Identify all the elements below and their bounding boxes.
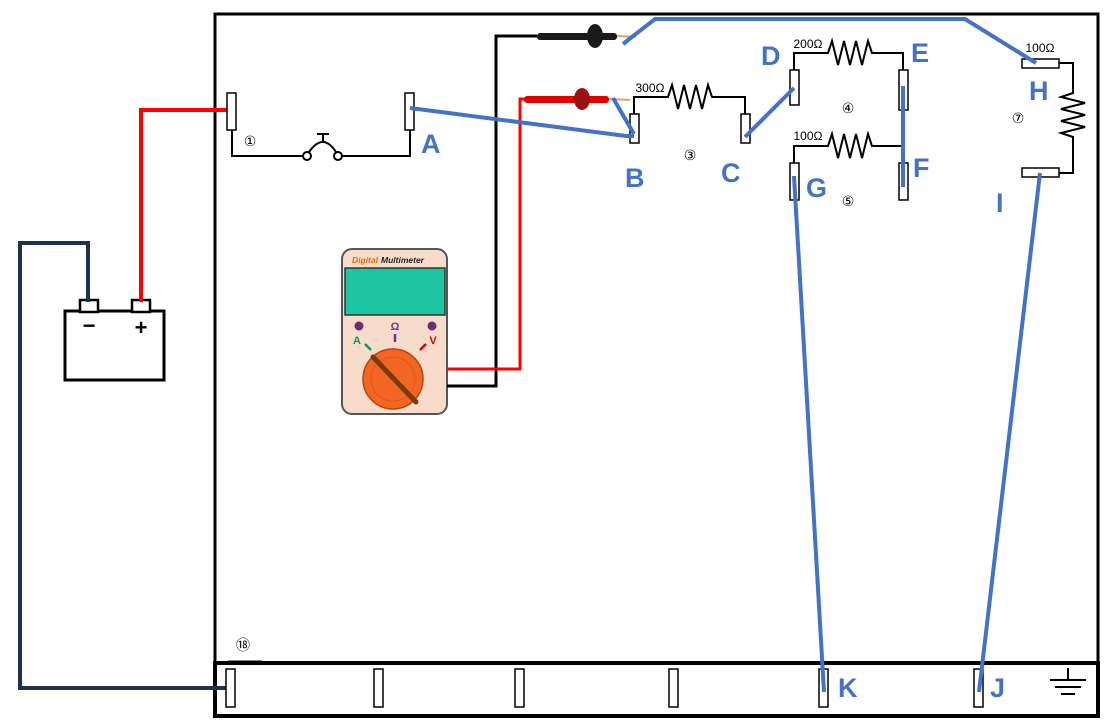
bus-terminal-3[interactable] bbox=[514, 668, 525, 708]
label-i: I bbox=[996, 188, 1004, 218]
wire-i-j[interactable] bbox=[977, 172, 1042, 693]
multimeter-mode-a: A bbox=[353, 335, 361, 347]
multimeter-jack-a[interactable] bbox=[354, 321, 364, 331]
wire-g-k[interactable] bbox=[792, 175, 826, 693]
resistor-100-right-value: 100Ω bbox=[1026, 41, 1055, 55]
resistor-200: 200Ω ④ bbox=[789, 37, 909, 117]
wire-a-b[interactable] bbox=[409, 106, 634, 138]
battery-plus-sign: + bbox=[135, 315, 148, 340]
component-number-18: ⑱ bbox=[236, 638, 250, 654]
terminal-c[interactable] bbox=[740, 113, 751, 144]
resistor-300-value: 300Ω bbox=[636, 81, 665, 95]
label-c: C bbox=[721, 158, 741, 188]
resistor-100-lower-symbol bbox=[793, 130, 904, 163]
label-e: E bbox=[911, 38, 929, 68]
wire-probe-h[interactable] bbox=[621, 17, 1038, 65]
resistor-300-symbol bbox=[633, 81, 746, 114]
black-probe[interactable] bbox=[537, 24, 637, 48]
bus-terminal-1[interactable] bbox=[225, 668, 236, 708]
bus-bar bbox=[213, 661, 1100, 718]
wire-c-d[interactable] bbox=[743, 86, 796, 139]
battery-positive-wire[interactable] bbox=[139, 108, 231, 302]
component-number-5: ⑤ bbox=[842, 194, 855, 210]
label-b: B bbox=[625, 163, 645, 193]
label-g: G bbox=[806, 173, 827, 203]
label-j: J bbox=[990, 673, 1005, 703]
component-number-1: ① bbox=[244, 134, 257, 150]
digital-multimeter[interactable]: Digital Multimeter Ω A V bbox=[341, 248, 448, 415]
multimeter-brand-digital: Digital bbox=[352, 255, 379, 265]
battery-negative-wire[interactable] bbox=[18, 241, 230, 690]
component-number-4: ④ bbox=[842, 101, 855, 117]
red-probe[interactable] bbox=[524, 88, 631, 110]
resistor-100-right: 100Ω ⑦ bbox=[1012, 41, 1086, 178]
battery-minus-sign: − bbox=[83, 313, 96, 338]
multimeter-red-lead[interactable] bbox=[447, 97, 524, 371]
multimeter-mode-ohm: Ω bbox=[391, 321, 400, 333]
resistor-200-symbol bbox=[793, 37, 904, 70]
resistor-200-value: 200Ω bbox=[794, 37, 823, 51]
label-d: D bbox=[761, 41, 781, 71]
resistor-100-lower-value: 100Ω bbox=[794, 129, 823, 143]
blue-wires bbox=[409, 17, 1042, 693]
bus-terminal-2[interactable] bbox=[373, 668, 384, 708]
label-k: K bbox=[838, 673, 858, 703]
battery-body bbox=[63, 309, 166, 382]
multimeter-dial-pointer bbox=[370, 354, 419, 405]
label-h: H bbox=[1029, 76, 1049, 106]
ground-icon bbox=[1050, 668, 1086, 695]
switch-component: ① bbox=[226, 92, 415, 161]
label-f: F bbox=[913, 153, 930, 183]
resistor-300: 300Ω ③ bbox=[629, 81, 751, 164]
component-number-3: ③ bbox=[684, 148, 697, 164]
battery: − + bbox=[63, 298, 166, 382]
bus-terminals: ⑱ bbox=[225, 638, 984, 708]
multimeter-screen bbox=[344, 267, 446, 316]
component-number-7: ⑦ bbox=[1012, 111, 1025, 127]
multimeter-brand-multimeter: Multimeter bbox=[381, 255, 425, 265]
bus-terminal-4[interactable] bbox=[668, 668, 679, 708]
switch-left-terminal[interactable] bbox=[226, 92, 237, 131]
multimeter-jack-v[interactable] bbox=[427, 321, 437, 331]
multimeter-black-lead[interactable] bbox=[447, 34, 537, 388]
wire-probe-b[interactable] bbox=[611, 96, 636, 136]
multimeter-mode-v: V bbox=[429, 335, 437, 347]
terminal-d[interactable] bbox=[789, 69, 800, 106]
terminal-h[interactable] bbox=[1021, 58, 1060, 69]
terminal-a[interactable] bbox=[404, 92, 415, 131]
resistor-100-right-symbol bbox=[1057, 62, 1086, 174]
terminal-labels: A B C D E F G H I J K bbox=[421, 38, 1049, 703]
label-a: A bbox=[421, 129, 441, 159]
